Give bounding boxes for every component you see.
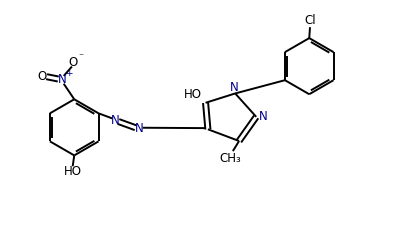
Text: N: N	[258, 110, 267, 123]
Text: HO: HO	[184, 88, 202, 101]
Text: Cl: Cl	[304, 15, 316, 27]
Text: HO: HO	[64, 165, 82, 178]
Text: ⁻: ⁻	[78, 52, 83, 62]
Text: +: +	[65, 69, 72, 78]
Text: CH₃: CH₃	[219, 152, 242, 165]
Text: N: N	[135, 122, 143, 135]
Text: N: N	[230, 81, 239, 94]
Text: N: N	[111, 114, 119, 127]
Text: N: N	[58, 72, 66, 86]
Text: O: O	[37, 70, 46, 83]
Text: O: O	[69, 56, 78, 69]
